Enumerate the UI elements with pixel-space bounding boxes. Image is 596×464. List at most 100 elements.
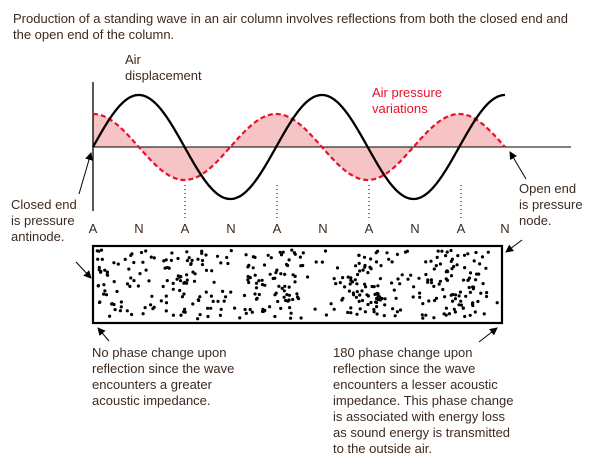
closed-note-arrow — [97, 327, 110, 342]
air-molecule-dot — [209, 306, 213, 310]
air-molecule-dot — [440, 249, 444, 253]
air-molecule-dot — [104, 293, 109, 297]
air-molecule-dot — [250, 310, 254, 314]
node-label: N — [226, 221, 236, 236]
air-molecule-dot — [290, 248, 294, 252]
air-molecule-dot — [455, 263, 459, 267]
node-label: A — [272, 221, 282, 236]
air-molecule-dot — [209, 294, 213, 298]
air-molecule-dot — [395, 310, 399, 314]
air-molecule-dot — [99, 248, 104, 252]
air-molecule-dot — [112, 280, 116, 284]
air-molecule-dot — [450, 257, 454, 261]
air-molecule-dot — [244, 253, 248, 257]
air-molecule-dot — [468, 313, 472, 317]
air-molecule-dot — [257, 279, 261, 283]
air-molecule-dot — [466, 278, 470, 282]
air-molecule-dot — [115, 289, 119, 294]
air-molecule-dot — [418, 291, 422, 295]
air-molecule-dot — [417, 276, 421, 280]
air-molecule-dot — [445, 250, 449, 254]
air-molecule-dot — [171, 281, 175, 285]
air-molecule-dot — [246, 274, 250, 279]
air-molecule-dot — [247, 280, 251, 285]
air-molecule-dot — [301, 251, 305, 255]
air-molecule-dot — [253, 255, 257, 259]
air-molecule-dot — [147, 279, 151, 283]
air-molecule-dot — [427, 299, 431, 303]
air-molecule-dot — [164, 258, 168, 262]
air-molecule-dot — [424, 260, 428, 264]
air-molecule-dot — [468, 271, 473, 275]
air-molecule-dot — [435, 255, 439, 259]
air-molecule-dot — [257, 292, 261, 297]
air-molecule-dot — [358, 307, 362, 311]
air-molecule-dot — [358, 269, 362, 273]
air-molecule-dot — [215, 254, 220, 258]
air-molecule-dot — [144, 249, 148, 253]
air-molecule-dot — [192, 279, 197, 283]
closed-end-arrow — [78, 152, 93, 195]
air-molecule-dot — [190, 258, 194, 262]
air-molecule-dot — [353, 278, 357, 282]
air-molecule-dot — [206, 306, 210, 310]
air-molecule-dot — [229, 249, 233, 253]
air-molecule-dot — [426, 280, 430, 284]
air-molecule-dot — [354, 264, 358, 268]
air-molecule-dot — [306, 275, 310, 279]
air-molecule-dot — [110, 302, 114, 306]
air-molecule-dot — [287, 258, 291, 262]
air-molecule-dot — [365, 293, 369, 297]
air-molecule-dot — [185, 273, 189, 277]
air-molecule-dot — [355, 282, 359, 286]
node-label: A — [88, 221, 98, 236]
air-molecule-dot — [176, 274, 180, 278]
air-molecule-dot — [375, 312, 379, 316]
node-label: N — [500, 221, 510, 236]
air-molecule-dot — [451, 292, 455, 297]
air-molecule-dot — [426, 278, 430, 282]
air-molecule-dot — [139, 250, 144, 255]
air-molecule-dot — [338, 281, 342, 285]
air-molecule-dot — [368, 265, 372, 269]
air-molecule-dot — [434, 296, 439, 300]
air-molecule-dot — [314, 260, 318, 264]
air-molecule-dot — [216, 299, 220, 303]
air-molecule-dot — [452, 307, 456, 311]
air-molecule-dot — [467, 285, 471, 290]
air-molecule-dot — [224, 295, 228, 299]
air-molecule-dot — [164, 309, 168, 313]
air-molecule-dot — [429, 259, 433, 263]
air-molecule-dot — [165, 279, 169, 283]
air-molecule-dot — [361, 268, 365, 272]
air-molecule-dot — [301, 263, 305, 268]
air-molecule-dot — [238, 316, 242, 320]
air-molecule-dot — [183, 307, 187, 311]
air-molecule-dot — [138, 272, 142, 276]
air-molecule-dot — [412, 285, 416, 289]
air-molecule-dot — [233, 306, 237, 310]
air-molecule-dot — [212, 280, 216, 284]
air-molecule-dot — [260, 283, 265, 287]
air-molecule-dot — [281, 250, 285, 254]
air-molecule-dot — [437, 282, 441, 286]
air-molecule-dot — [456, 254, 460, 258]
air-molecule-dot — [335, 266, 340, 270]
air-molecule-dot — [360, 298, 365, 303]
air-molecule-dot — [382, 314, 386, 318]
air-molecule-dot — [171, 313, 175, 317]
air-molecule-dot — [458, 290, 462, 294]
air-molecule-dot — [463, 314, 467, 319]
air-molecule-dot — [346, 310, 350, 315]
air-molecule-dot — [476, 299, 480, 304]
air-molecule-dot — [369, 257, 373, 261]
air-molecule-dot — [254, 297, 259, 301]
air-molecule-dot — [444, 254, 448, 258]
displacement-curve — [91, 93, 505, 201]
air-molecule-dot — [394, 296, 398, 300]
air-molecule-dot — [391, 307, 395, 311]
air-molecule-dot — [204, 290, 208, 294]
air-molecule-dot — [471, 287, 475, 291]
air-molecule-dot — [242, 293, 247, 298]
